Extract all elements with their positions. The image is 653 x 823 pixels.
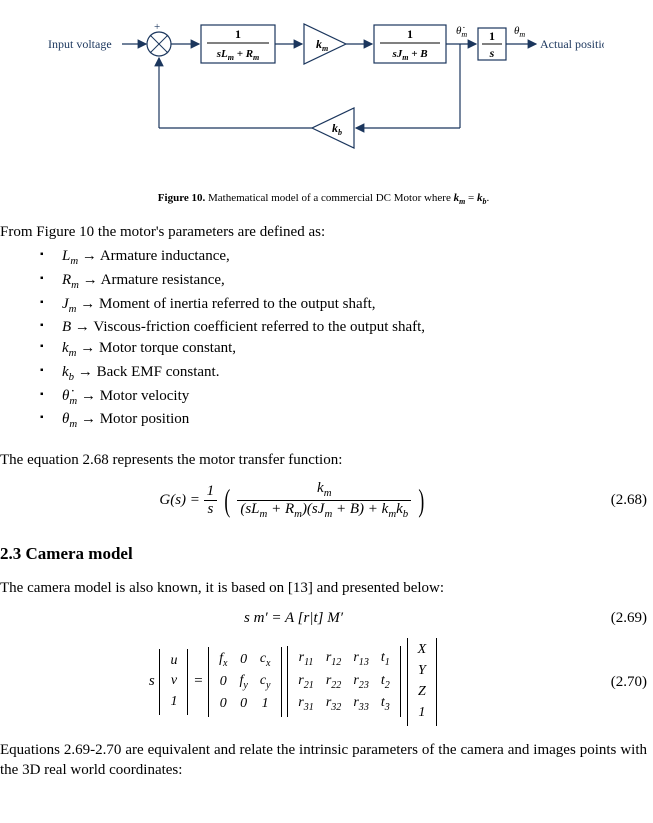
block3-numerator: 1 (489, 29, 495, 43)
output-label: Actual position (540, 37, 604, 51)
matrix-uv: u v 1 (159, 649, 188, 716)
tf-intro: The equation 2.68 represents the motor t… (0, 450, 647, 470)
block2-numerator: 1 (407, 27, 413, 41)
list-item: Lm → Armature inductance, (40, 246, 647, 269)
gain-km-label: km (316, 37, 328, 53)
closing-paragraph: Equations 2.69-2.70 are equivalent and r… (0, 740, 647, 781)
block1-denominator: sLm + Rm (215, 48, 259, 62)
block2-denominator: sJm + B (391, 48, 427, 62)
list-item: Rm → Armature resistance, (40, 270, 647, 293)
page: Input voltage + 1 sLm + Rm km 1 sJm + B (0, 8, 653, 796)
list-item: Jm → Moment of inertia referred to the o… (40, 294, 647, 317)
section-heading-2-3: 2.3 Camera model (0, 543, 647, 566)
equation-2-69: s m′ = A [r|t] M′ (2.69) (0, 608, 647, 628)
theta-dot-label: θ̇m (456, 25, 467, 39)
list-item: B → Viscous-friction coefficient referre… (40, 317, 647, 337)
parameter-list: Lm → Armature inductance, Rm → Armature … (0, 246, 647, 431)
list-item: kb → Back EMF constant. (40, 362, 647, 385)
camera-intro: The camera model is also known, it is ba… (0, 578, 647, 598)
block3-denominator: s (488, 46, 494, 60)
block1-numerator: 1 (235, 27, 241, 41)
list-item: km → Motor torque constant, (40, 338, 647, 361)
equation-number: (2.70) (587, 672, 647, 692)
matrix-intrinsic: fx0cx 0fycy 001 (208, 647, 281, 717)
theta-label: θm (514, 25, 525, 39)
list-item: θm → Motor position (40, 409, 647, 432)
input-label: Input voltage (48, 37, 112, 51)
body-text: From Figure 10 the motor's parameters ar… (0, 222, 647, 780)
list-item: θ̇m → Motor velocity (40, 386, 647, 409)
figure-caption: Figure 10. Mathematical model of a comme… (0, 192, 647, 206)
equation-number: (2.69) (587, 608, 647, 628)
equation-2-68: G(s) = 1s ( km (sLm + Rm)(sJm + B) + kmk… (0, 480, 647, 521)
matrix-extrinsic: r11r12r13t1 r21r22r23t2 r31r32r33t3 (287, 646, 401, 717)
intro-line: From Figure 10 the motor's parameters ar… (0, 222, 647, 242)
equation-number: (2.68) (587, 490, 647, 510)
matrix-world: X Y Z 1 (407, 638, 438, 726)
equation-2-70: s u v 1 = fx0cx 0fycy 001 r11r12r13t1 r2… (0, 638, 647, 726)
gain-kb-label: kb (332, 121, 342, 137)
summer-plus: + (154, 21, 160, 33)
block-diagram: Input voltage + 1 sLm + Rm km 1 sJm + B (44, 8, 604, 178)
